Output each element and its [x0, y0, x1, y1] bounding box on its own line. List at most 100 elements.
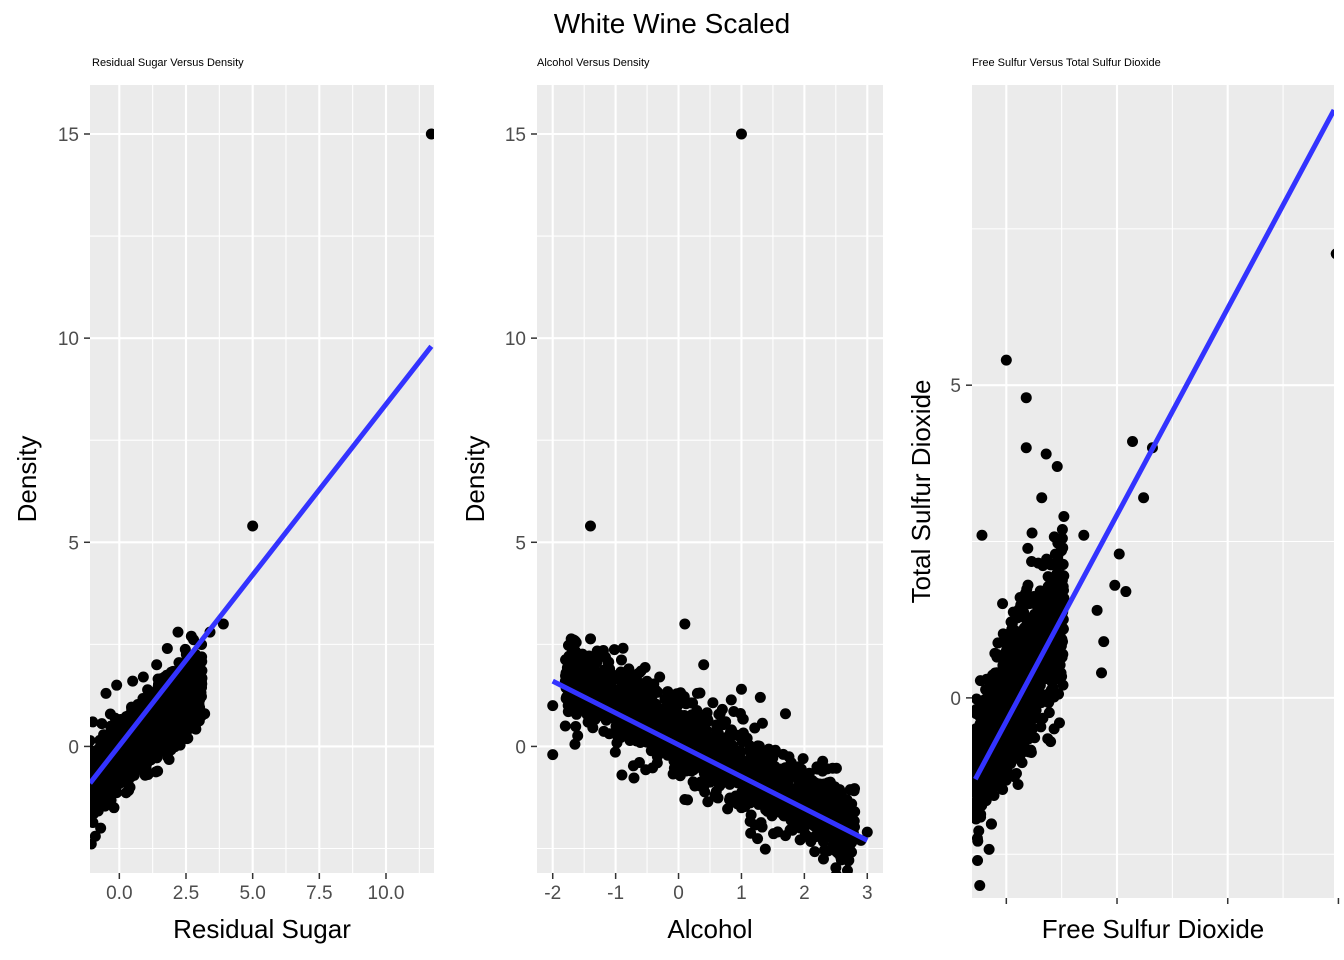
- data-point: [1029, 632, 1041, 644]
- data-point: [659, 693, 671, 705]
- data-point: [1027, 723, 1039, 735]
- data-point: [134, 736, 146, 748]
- data-point: [628, 772, 640, 784]
- data-point: [1057, 584, 1069, 596]
- data-point: [679, 727, 691, 739]
- data-point: [1018, 606, 1030, 618]
- data-point: [136, 723, 148, 735]
- data-point: [1000, 354, 1012, 366]
- data-point: [982, 784, 994, 796]
- data-point: [609, 746, 621, 758]
- data-point: [1017, 661, 1029, 673]
- data-point: [90, 716, 99, 728]
- x-tick-label: 7.5: [306, 883, 332, 904]
- data-point: [583, 650, 595, 662]
- data-point: [725, 724, 737, 736]
- data-point: [992, 762, 1004, 774]
- data-point: [997, 783, 1009, 795]
- data-point: [159, 671, 171, 683]
- data-point: [679, 794, 691, 806]
- x-tick-label: 10.0: [368, 883, 405, 904]
- data-point: [100, 687, 112, 699]
- data-point: [181, 685, 193, 697]
- data-point: [973, 825, 985, 837]
- data-point: [563, 667, 575, 679]
- data-point: [566, 634, 578, 646]
- y-tick-label: 15: [58, 125, 79, 146]
- data-point: [145, 687, 157, 699]
- data-point: [1043, 594, 1055, 606]
- data-point: [1056, 569, 1068, 581]
- data-point: [983, 843, 995, 855]
- data-point: [790, 813, 802, 825]
- y-tick-label: 10: [58, 329, 79, 350]
- data-point: [1035, 721, 1047, 733]
- data-point: [735, 683, 747, 695]
- data-point: [91, 803, 103, 815]
- data-point: [749, 795, 761, 807]
- y-axis-title: Density: [12, 436, 42, 523]
- data-point: [1046, 646, 1058, 658]
- data-point: [119, 754, 131, 766]
- data-point: [826, 831, 838, 843]
- data-point: [1022, 542, 1034, 554]
- data-point: [728, 705, 740, 717]
- data-point: [756, 762, 768, 774]
- data-point: [635, 665, 647, 677]
- data-point: [425, 128, 434, 140]
- x-axis-title: Free Sulfur Dioxide: [1042, 914, 1265, 944]
- data-point: [983, 685, 995, 697]
- data-point: [1033, 607, 1045, 619]
- data-point: [738, 729, 750, 741]
- data-point: [196, 672, 208, 684]
- data-point: [985, 818, 997, 830]
- data-point: [817, 853, 829, 865]
- data-point: [140, 761, 152, 773]
- data-point: [687, 697, 699, 709]
- data-point: [779, 708, 791, 720]
- data-point: [976, 529, 988, 541]
- data-point: [569, 738, 581, 750]
- data-point: [1057, 679, 1069, 691]
- data-point: [1056, 671, 1068, 683]
- data-point: [1053, 717, 1065, 729]
- data-point: [768, 828, 780, 840]
- data-point: [985, 771, 997, 783]
- data-point: [590, 684, 602, 696]
- data-point: [190, 717, 202, 729]
- data-point: [749, 722, 761, 734]
- x-tick-label: 3: [862, 883, 873, 904]
- data-point: [761, 751, 773, 763]
- data-point: [571, 657, 583, 669]
- data-point: [638, 698, 650, 710]
- data-point: [670, 763, 682, 775]
- data-point: [151, 659, 163, 671]
- data-point: [591, 645, 603, 657]
- data-point: [702, 796, 714, 808]
- data-point: [711, 719, 723, 731]
- data-point: [127, 675, 139, 687]
- x-axis-title: Alcohol: [667, 914, 752, 944]
- data-point: [725, 694, 737, 706]
- data-point: [111, 773, 123, 785]
- data-point: [1014, 591, 1026, 603]
- data-point: [181, 733, 193, 745]
- data-point: [643, 680, 655, 692]
- data-point: [247, 520, 259, 532]
- x-tick-label: 2.5: [173, 883, 199, 904]
- data-point: [830, 806, 842, 818]
- data-point: [143, 749, 155, 761]
- y-axis-title: Density: [460, 436, 490, 523]
- panel-title: Residual Sugar Versus Density: [92, 57, 244, 69]
- main-title: White Wine Scaled: [554, 8, 791, 39]
- data-point: [1037, 560, 1049, 572]
- data-point: [603, 728, 615, 740]
- panel-title: Free Sulfur Versus Total Sulfur Dioxide: [972, 57, 1161, 69]
- data-point: [617, 642, 629, 654]
- data-point: [108, 802, 120, 814]
- data-point: [695, 725, 707, 737]
- data-point: [841, 864, 853, 873]
- data-point: [1007, 684, 1019, 696]
- data-point: [631, 675, 643, 687]
